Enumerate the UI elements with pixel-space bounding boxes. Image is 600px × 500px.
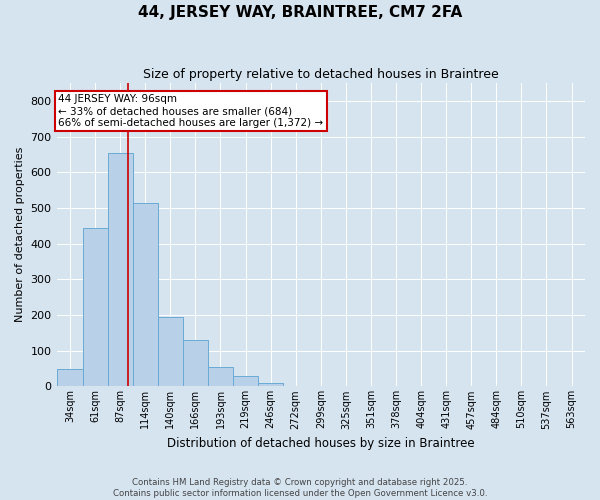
Text: 44, JERSEY WAY, BRAINTREE, CM7 2FA: 44, JERSEY WAY, BRAINTREE, CM7 2FA	[138, 5, 462, 20]
Text: 44 JERSEY WAY: 96sqm
← 33% of detached houses are smaller (684)
66% of semi-deta: 44 JERSEY WAY: 96sqm ← 33% of detached h…	[58, 94, 323, 128]
X-axis label: Distribution of detached houses by size in Braintree: Distribution of detached houses by size …	[167, 437, 475, 450]
Text: Contains HM Land Registry data © Crown copyright and database right 2025.
Contai: Contains HM Land Registry data © Crown c…	[113, 478, 487, 498]
Bar	[233, 376, 258, 386]
Title: Size of property relative to detached houses in Braintree: Size of property relative to detached ho…	[143, 68, 499, 80]
Bar	[208, 367, 233, 386]
Bar	[83, 228, 107, 386]
Bar	[107, 152, 133, 386]
Bar	[58, 368, 83, 386]
Bar	[158, 317, 183, 386]
Bar	[183, 340, 208, 386]
Bar	[258, 383, 283, 386]
Y-axis label: Number of detached properties: Number of detached properties	[15, 147, 25, 322]
Bar	[133, 202, 158, 386]
